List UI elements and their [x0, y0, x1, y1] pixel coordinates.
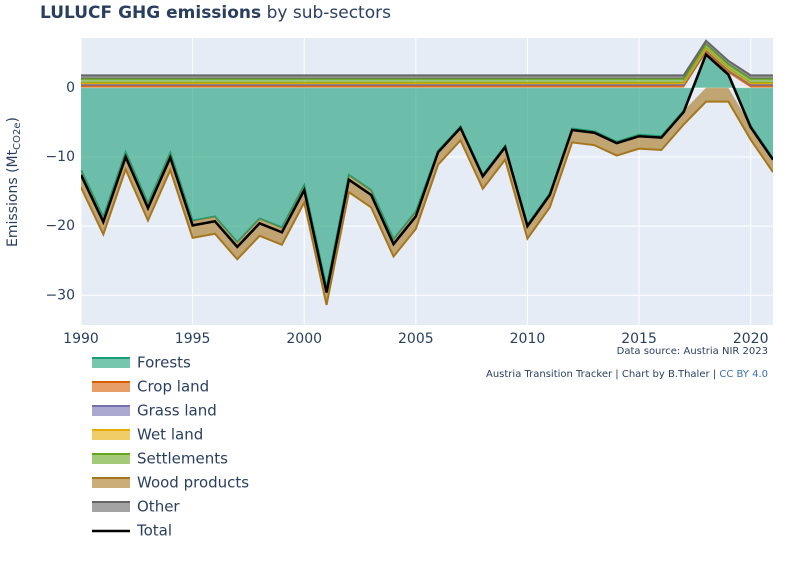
legend-label: Other [137, 498, 180, 516]
credit-note: Austria Transition Tracker | Chart by B.… [486, 369, 768, 380]
chart-title: LULUCF GHG emissions by sub-sectors [40, 3, 391, 23]
x-tick-label: 2015 [621, 331, 657, 347]
plot-layer [81, 39, 773, 306]
legend-swatch [92, 430, 130, 440]
y-label-sub: CO2e [12, 123, 23, 150]
x-tick-label: 1990 [63, 331, 99, 347]
x-tick-label: 2005 [398, 331, 434, 347]
license-link[interactable]: CC BY 4.0 [719, 369, 768, 380]
legend-label: Settlements [137, 450, 228, 468]
credit-text: Austria Transition Tracker | Chart by B.… [486, 369, 719, 380]
legend-swatch [92, 502, 130, 512]
x-tick-label: 2010 [510, 331, 546, 347]
title-rest: by sub-sectors [261, 3, 391, 23]
legend-swatch [92, 454, 130, 464]
area-edge [81, 49, 773, 87]
x-tick-label: 2000 [286, 331, 322, 347]
y-tick-label: 0 [66, 80, 75, 96]
legend-label: Grass land [137, 402, 217, 420]
legend-label: Crop land [137, 378, 209, 396]
y-axis-label: Emissions (MtCO2e) [5, 117, 23, 247]
y-label-main: Emissions (Mt [5, 149, 21, 247]
legend-label: Wood products [137, 474, 249, 492]
x-tick-label: 1995 [175, 331, 211, 347]
y-tick-label: −10 [45, 149, 75, 165]
legend-swatch [92, 478, 130, 488]
y-tick-label: −30 [45, 287, 75, 303]
y-label-end: ) [5, 117, 21, 122]
area-edge [81, 100, 773, 306]
x-tick-label: 2020 [733, 331, 769, 347]
legend-label: Wet land [137, 426, 203, 444]
legend-label: Forests [137, 354, 191, 372]
legend-label: Total [136, 522, 172, 540]
area-edge [81, 39, 773, 77]
title-bold: LULUCF GHG emissions [40, 3, 261, 23]
legend-swatch [92, 358, 130, 368]
legend-swatch [92, 382, 130, 392]
total-line [81, 52, 773, 293]
source-note: Data source: Austria NIR 2023 [617, 346, 768, 357]
legend-swatch [92, 406, 130, 416]
y-tick-label: −20 [45, 218, 75, 234]
area-fill [81, 53, 773, 288]
